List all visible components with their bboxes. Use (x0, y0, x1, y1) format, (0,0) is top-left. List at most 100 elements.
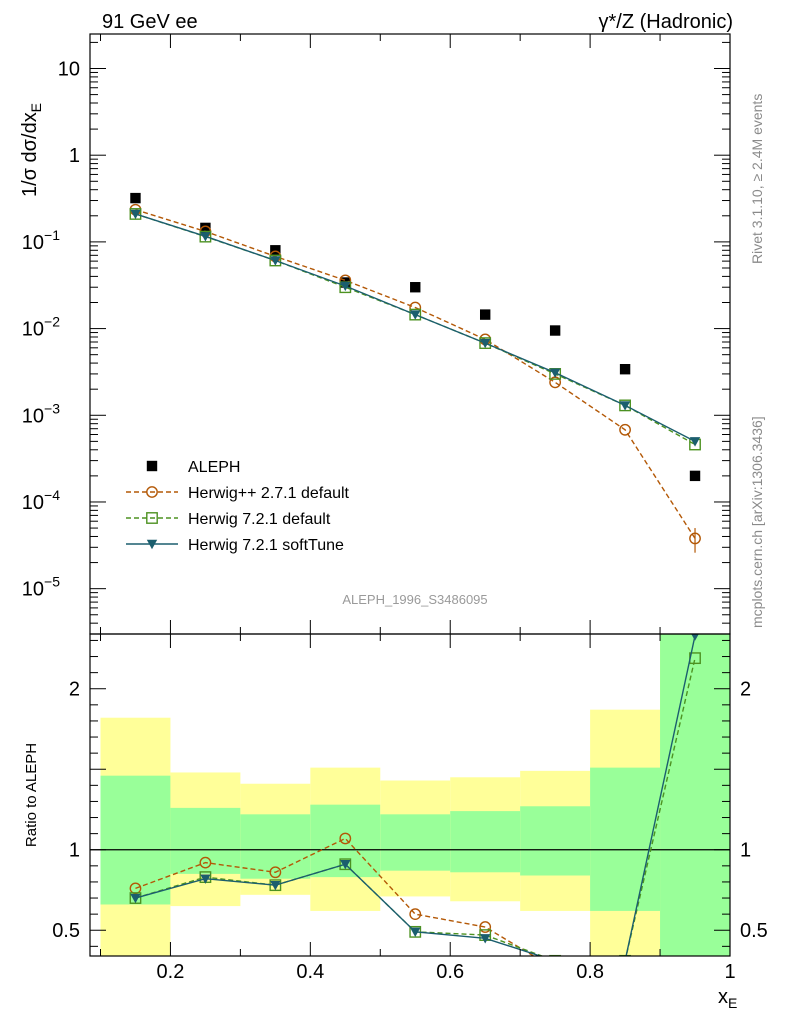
main-point-h721-1 (199, 230, 212, 243)
main-point-soft-5 (479, 338, 491, 349)
ratio-y-tick-label-left-0: 0.5 (52, 920, 80, 942)
ratio-point-h721-6 (549, 954, 562, 956)
mcplots-label: mcplots.cern.ch [arXiv:1306.3436] (749, 416, 765, 628)
ratio-y-tick-label-left-1: 1 (69, 840, 80, 862)
x-axis-label: xE (718, 986, 737, 1011)
ratio-frame (89, 633, 731, 957)
ratio-y-tick-label-right-2: 2 (740, 679, 751, 701)
band-inner-7 (590, 767, 661, 911)
legend-label-hpp: Herwig++ 2.7.1 default (188, 485, 350, 502)
band-inner-6 (520, 806, 591, 876)
ratio-point-hpp-5 (479, 921, 492, 933)
main-point-aleph-2 (270, 245, 281, 256)
ratio-point-soft-3 (340, 860, 351, 870)
main-point-soft-0 (130, 209, 141, 220)
ratio-point-hpp-4 (409, 908, 422, 921)
main-y-tick-label-3: 10−2 (22, 314, 60, 341)
ratio-point-hpp-6 (550, 964, 560, 974)
x-tick-label-3: 0.8 (576, 961, 604, 983)
band-inner-5 (450, 811, 521, 873)
legend-marker-h721 (146, 512, 158, 524)
ratio-point-soft-1 (200, 874, 211, 884)
ratio-y-tick-label-left-2: 2 (69, 679, 80, 701)
ratio-point-hpp-8 (690, 975, 700, 985)
header-right: γ*/Z (Hadronic) (599, 11, 733, 33)
band-inner-0 (100, 775, 171, 905)
header-left: 91 GeV ee (102, 11, 198, 33)
main-point-soft-2 (270, 256, 281, 266)
legend-marker-soft (146, 539, 158, 550)
main-frame (89, 33, 731, 635)
ratio-series (129, 634, 701, 985)
x-tick-label-1: 0.4 (296, 961, 324, 983)
main-y-tick-label-1: 1 (69, 145, 80, 167)
main-y-tick-label-0: 10 (58, 58, 80, 80)
rivet-label: Rivet 3.1.10, ≥ 2.4M events (749, 94, 765, 264)
main-point-aleph-8 (689, 470, 701, 482)
ratio-series-hpp (129, 832, 700, 985)
ratio-series-soft (130, 634, 699, 966)
main-y-tick-label-2: 10−1 (22, 227, 60, 254)
main-point-aleph-4 (410, 282, 421, 293)
legend-label-h721: Herwig 7.2.1 default (188, 511, 331, 528)
ratio-point-hpp-7 (620, 973, 630, 983)
main-series (129, 192, 701, 553)
ratio-point-soft-4 (410, 927, 421, 938)
ratio-point-soft-5 (479, 934, 491, 944)
band-inner-2 (240, 814, 311, 879)
ratio-point-h721-3 (339, 858, 352, 871)
main-line-soft (135, 213, 696, 442)
main-point-hpp-8 (689, 532, 701, 545)
main-point-aleph-7 (619, 364, 631, 375)
main-point-aleph-0 (130, 192, 141, 204)
band-inner-4 (380, 814, 451, 871)
main-point-aleph-6 (549, 325, 561, 336)
main-y-axis-label: 1/σ dσ/dxE (19, 103, 44, 197)
main-line-h721 (135, 213, 696, 446)
legend-marker-aleph (146, 460, 158, 472)
x-tick-label-4: 1 (724, 961, 735, 983)
ratio-point-soft-0 (130, 893, 141, 904)
legend-label-aleph: ALEPH (188, 459, 240, 476)
ratio-point-hpp-2 (269, 866, 282, 879)
ratio-point-hpp-3 (339, 832, 352, 845)
main-y-tick-label-4: 10−3 (22, 400, 60, 427)
main-point-soft-7 (619, 401, 631, 411)
legend-label-soft: Herwig 7.2.1 softTune (188, 537, 344, 554)
ratio-point-hpp-1 (199, 856, 212, 869)
main-point-hpp-7 (619, 423, 631, 436)
ratio-y-axis-label: Ratio to ALEPH (23, 743, 40, 847)
main-y-tick-label-5: 10−4 (22, 487, 60, 514)
main-point-soft-8 (689, 437, 701, 447)
main-y-tick-label-6: 10−5 (22, 574, 60, 601)
ratio-point-h721-0 (129, 892, 142, 904)
ratio-y-tick-label-right-1: 1 (740, 840, 751, 862)
ratio-point-soft-8 (691, 634, 699, 641)
band-inner-1 (170, 807, 241, 874)
ratio-point-soft-6 (550, 957, 560, 966)
main-point-aleph-1 (200, 222, 211, 234)
ratio-y-tick-label-right-0: 0.5 (740, 920, 768, 942)
main-point-soft-1 (200, 232, 211, 242)
main-point-h721-5 (479, 337, 492, 350)
main-point-soft-4 (410, 310, 421, 320)
x-tick-label-0: 0.2 (157, 961, 185, 983)
legend-marker-hpp (146, 486, 158, 498)
ratio-point-h721-7 (619, 954, 631, 956)
main-line-hpp (135, 209, 696, 539)
axes: 0.2 0.4 0.6 0.8 1 10 1 10−1 10−2 10−3 10−4 10−5 0.5 0… (22, 33, 768, 983)
main-point-aleph-5 (479, 309, 491, 320)
main-point-soft-6 (549, 368, 561, 378)
main-point-soft-3 (340, 281, 351, 292)
ratio-line-hpp (135, 837, 535, 956)
ratio-point-soft-2 (270, 880, 281, 891)
ratio-point-soft-7 (620, 957, 630, 966)
x-tick-label-2: 0.6 (436, 961, 464, 983)
ratio-bands (100, 634, 730, 956)
ratio-point-hpp-0 (129, 882, 142, 895)
main-series-soft (130, 209, 701, 447)
main-series-h721 (129, 208, 701, 451)
watermark: ALEPH_1996_S3486095 (342, 592, 487, 607)
legend: ALEPH Herwig++ 2.7.1 default Herwig 7.2.1 … (126, 459, 350, 554)
